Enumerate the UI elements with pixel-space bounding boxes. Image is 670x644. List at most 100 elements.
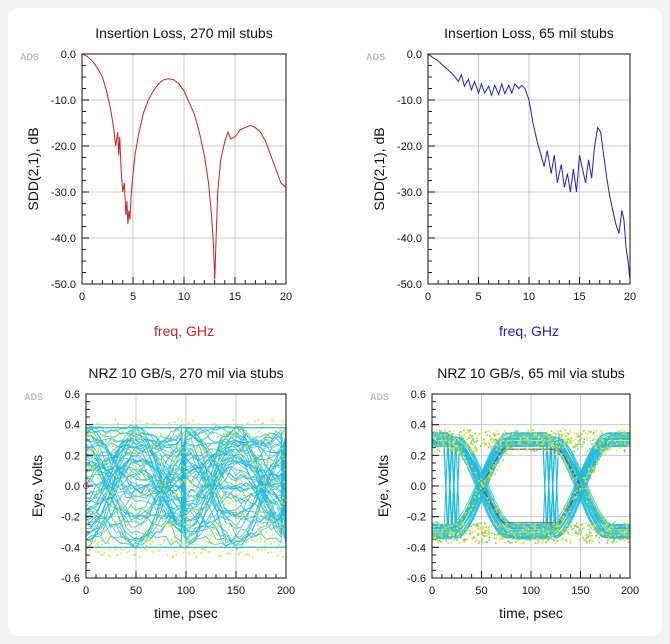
eye-density bbox=[488, 478, 490, 480]
eye-density bbox=[153, 422, 156, 425]
eye-density bbox=[141, 453, 144, 455]
eye-density bbox=[209, 530, 212, 533]
eye-density bbox=[528, 539, 530, 541]
eye-density bbox=[108, 549, 111, 552]
eye-density bbox=[166, 471, 169, 474]
eye-density bbox=[552, 533, 554, 535]
eye-density bbox=[601, 439, 603, 442]
eye-density bbox=[481, 531, 483, 534]
eye-density bbox=[448, 437, 451, 439]
eye-density bbox=[433, 537, 435, 539]
eye-density bbox=[207, 541, 210, 544]
eye-density bbox=[519, 440, 521, 443]
eye-density bbox=[480, 481, 483, 484]
eye-density bbox=[611, 541, 613, 544]
eye-density bbox=[504, 452, 507, 455]
eye-density bbox=[480, 528, 483, 530]
eye-density bbox=[133, 439, 135, 441]
eye-density bbox=[552, 535, 554, 537]
eye-density bbox=[577, 526, 579, 528]
eye-density bbox=[600, 435, 603, 438]
eye-density bbox=[588, 468, 590, 470]
eye-density bbox=[243, 456, 246, 459]
eye-trace bbox=[432, 437, 630, 527]
eye-density bbox=[538, 540, 540, 543]
eye-density bbox=[109, 500, 112, 502]
eye-density bbox=[193, 448, 196, 451]
eye-density bbox=[466, 429, 468, 431]
eye-density bbox=[507, 439, 509, 442]
eye-density bbox=[173, 474, 176, 476]
eye-density bbox=[589, 430, 592, 433]
eye-density bbox=[557, 448, 559, 451]
eye-density bbox=[460, 447, 463, 450]
eye-density bbox=[447, 447, 450, 449]
eye-density bbox=[220, 524, 222, 526]
eye-density bbox=[495, 507, 498, 510]
eye-density bbox=[619, 539, 622, 541]
eye-density bbox=[212, 528, 214, 531]
eye-density bbox=[276, 504, 279, 507]
eye-density bbox=[107, 492, 109, 495]
eye-density bbox=[606, 436, 609, 439]
eye-density bbox=[185, 432, 188, 434]
eye-density bbox=[511, 529, 513, 531]
eye-density bbox=[583, 430, 585, 432]
eye-density bbox=[147, 448, 149, 451]
eye-density bbox=[175, 474, 177, 477]
eye-density bbox=[568, 432, 571, 435]
eye-density bbox=[250, 448, 253, 450]
eye-density bbox=[144, 518, 146, 520]
eye-density bbox=[587, 524, 589, 527]
eye-density bbox=[194, 477, 197, 480]
eye-density bbox=[433, 531, 435, 533]
eye-density bbox=[199, 498, 202, 500]
eye-density bbox=[453, 444, 456, 447]
eye-density bbox=[93, 466, 96, 469]
eye-density bbox=[97, 451, 100, 453]
eye-density bbox=[281, 496, 284, 499]
eye-density bbox=[489, 438, 492, 441]
eye-density bbox=[213, 528, 216, 530]
eye-density bbox=[130, 434, 132, 437]
eye-density bbox=[578, 523, 580, 526]
eye-density bbox=[598, 537, 601, 539]
eye-density bbox=[160, 433, 162, 436]
eye-density bbox=[109, 432, 112, 434]
eye-density bbox=[620, 442, 623, 444]
eye-density bbox=[172, 458, 174, 461]
y-axis-label: SDD(2,1), dB bbox=[371, 127, 387, 210]
eye-density bbox=[477, 534, 479, 536]
eye-density bbox=[464, 446, 466, 448]
eye-density bbox=[232, 515, 234, 518]
eye-density bbox=[487, 531, 490, 534]
eye-density bbox=[539, 433, 541, 436]
eye-density bbox=[91, 462, 93, 465]
eye-density bbox=[206, 534, 209, 536]
eye-density bbox=[164, 482, 167, 485]
eye-density bbox=[199, 510, 201, 512]
eye-density bbox=[561, 436, 563, 438]
eye-density bbox=[441, 531, 444, 534]
eye-density bbox=[96, 497, 99, 499]
eye-density bbox=[232, 427, 234, 430]
eye-density bbox=[572, 498, 575, 501]
eye-density bbox=[278, 544, 280, 546]
eye-density bbox=[624, 431, 626, 433]
eye-density bbox=[177, 419, 180, 421]
eye-density bbox=[491, 470, 494, 473]
x-tick-label: 0 bbox=[79, 291, 85, 303]
eye-density bbox=[581, 522, 584, 525]
eye-density bbox=[136, 494, 138, 497]
eye-density bbox=[619, 434, 622, 437]
eye-density bbox=[567, 438, 569, 440]
eye-density bbox=[585, 495, 588, 498]
eye-density bbox=[102, 531, 105, 534]
eye-density bbox=[473, 471, 475, 474]
x-axis-label: time, psec bbox=[154, 605, 218, 621]
eye-density bbox=[96, 513, 98, 516]
eye-density bbox=[151, 541, 154, 543]
eye-density bbox=[623, 440, 626, 443]
eye-trace bbox=[432, 435, 630, 534]
eye-density bbox=[204, 504, 207, 507]
